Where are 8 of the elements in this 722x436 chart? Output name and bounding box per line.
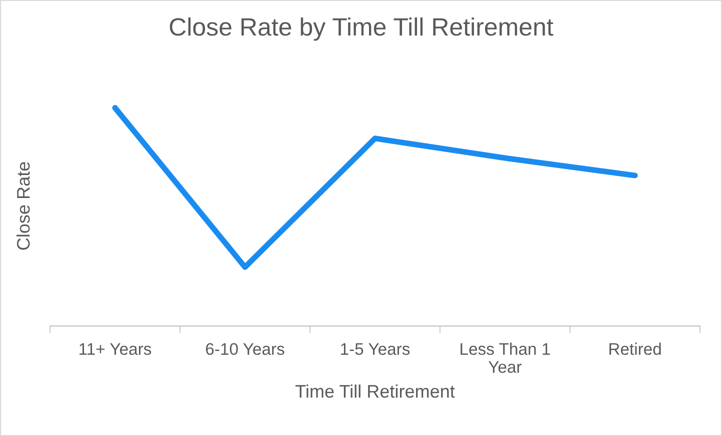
x-tick-label: 1-5 Years: [341, 343, 410, 355]
y-axis-title: Close Rate: [16, 162, 30, 250]
x-tick-label: 11+ Years: [80, 343, 152, 355]
x-tick-label: 6-10 Years: [206, 343, 284, 355]
x-tick-label: Retired: [610, 342, 661, 355]
x-axis-title: Time Till Retirement: [295, 384, 455, 398]
x-tick-label: Less Than 1 Year: [460, 342, 550, 373]
chart-title: Close Rate by Time Till Retirement: [170, 17, 554, 41]
